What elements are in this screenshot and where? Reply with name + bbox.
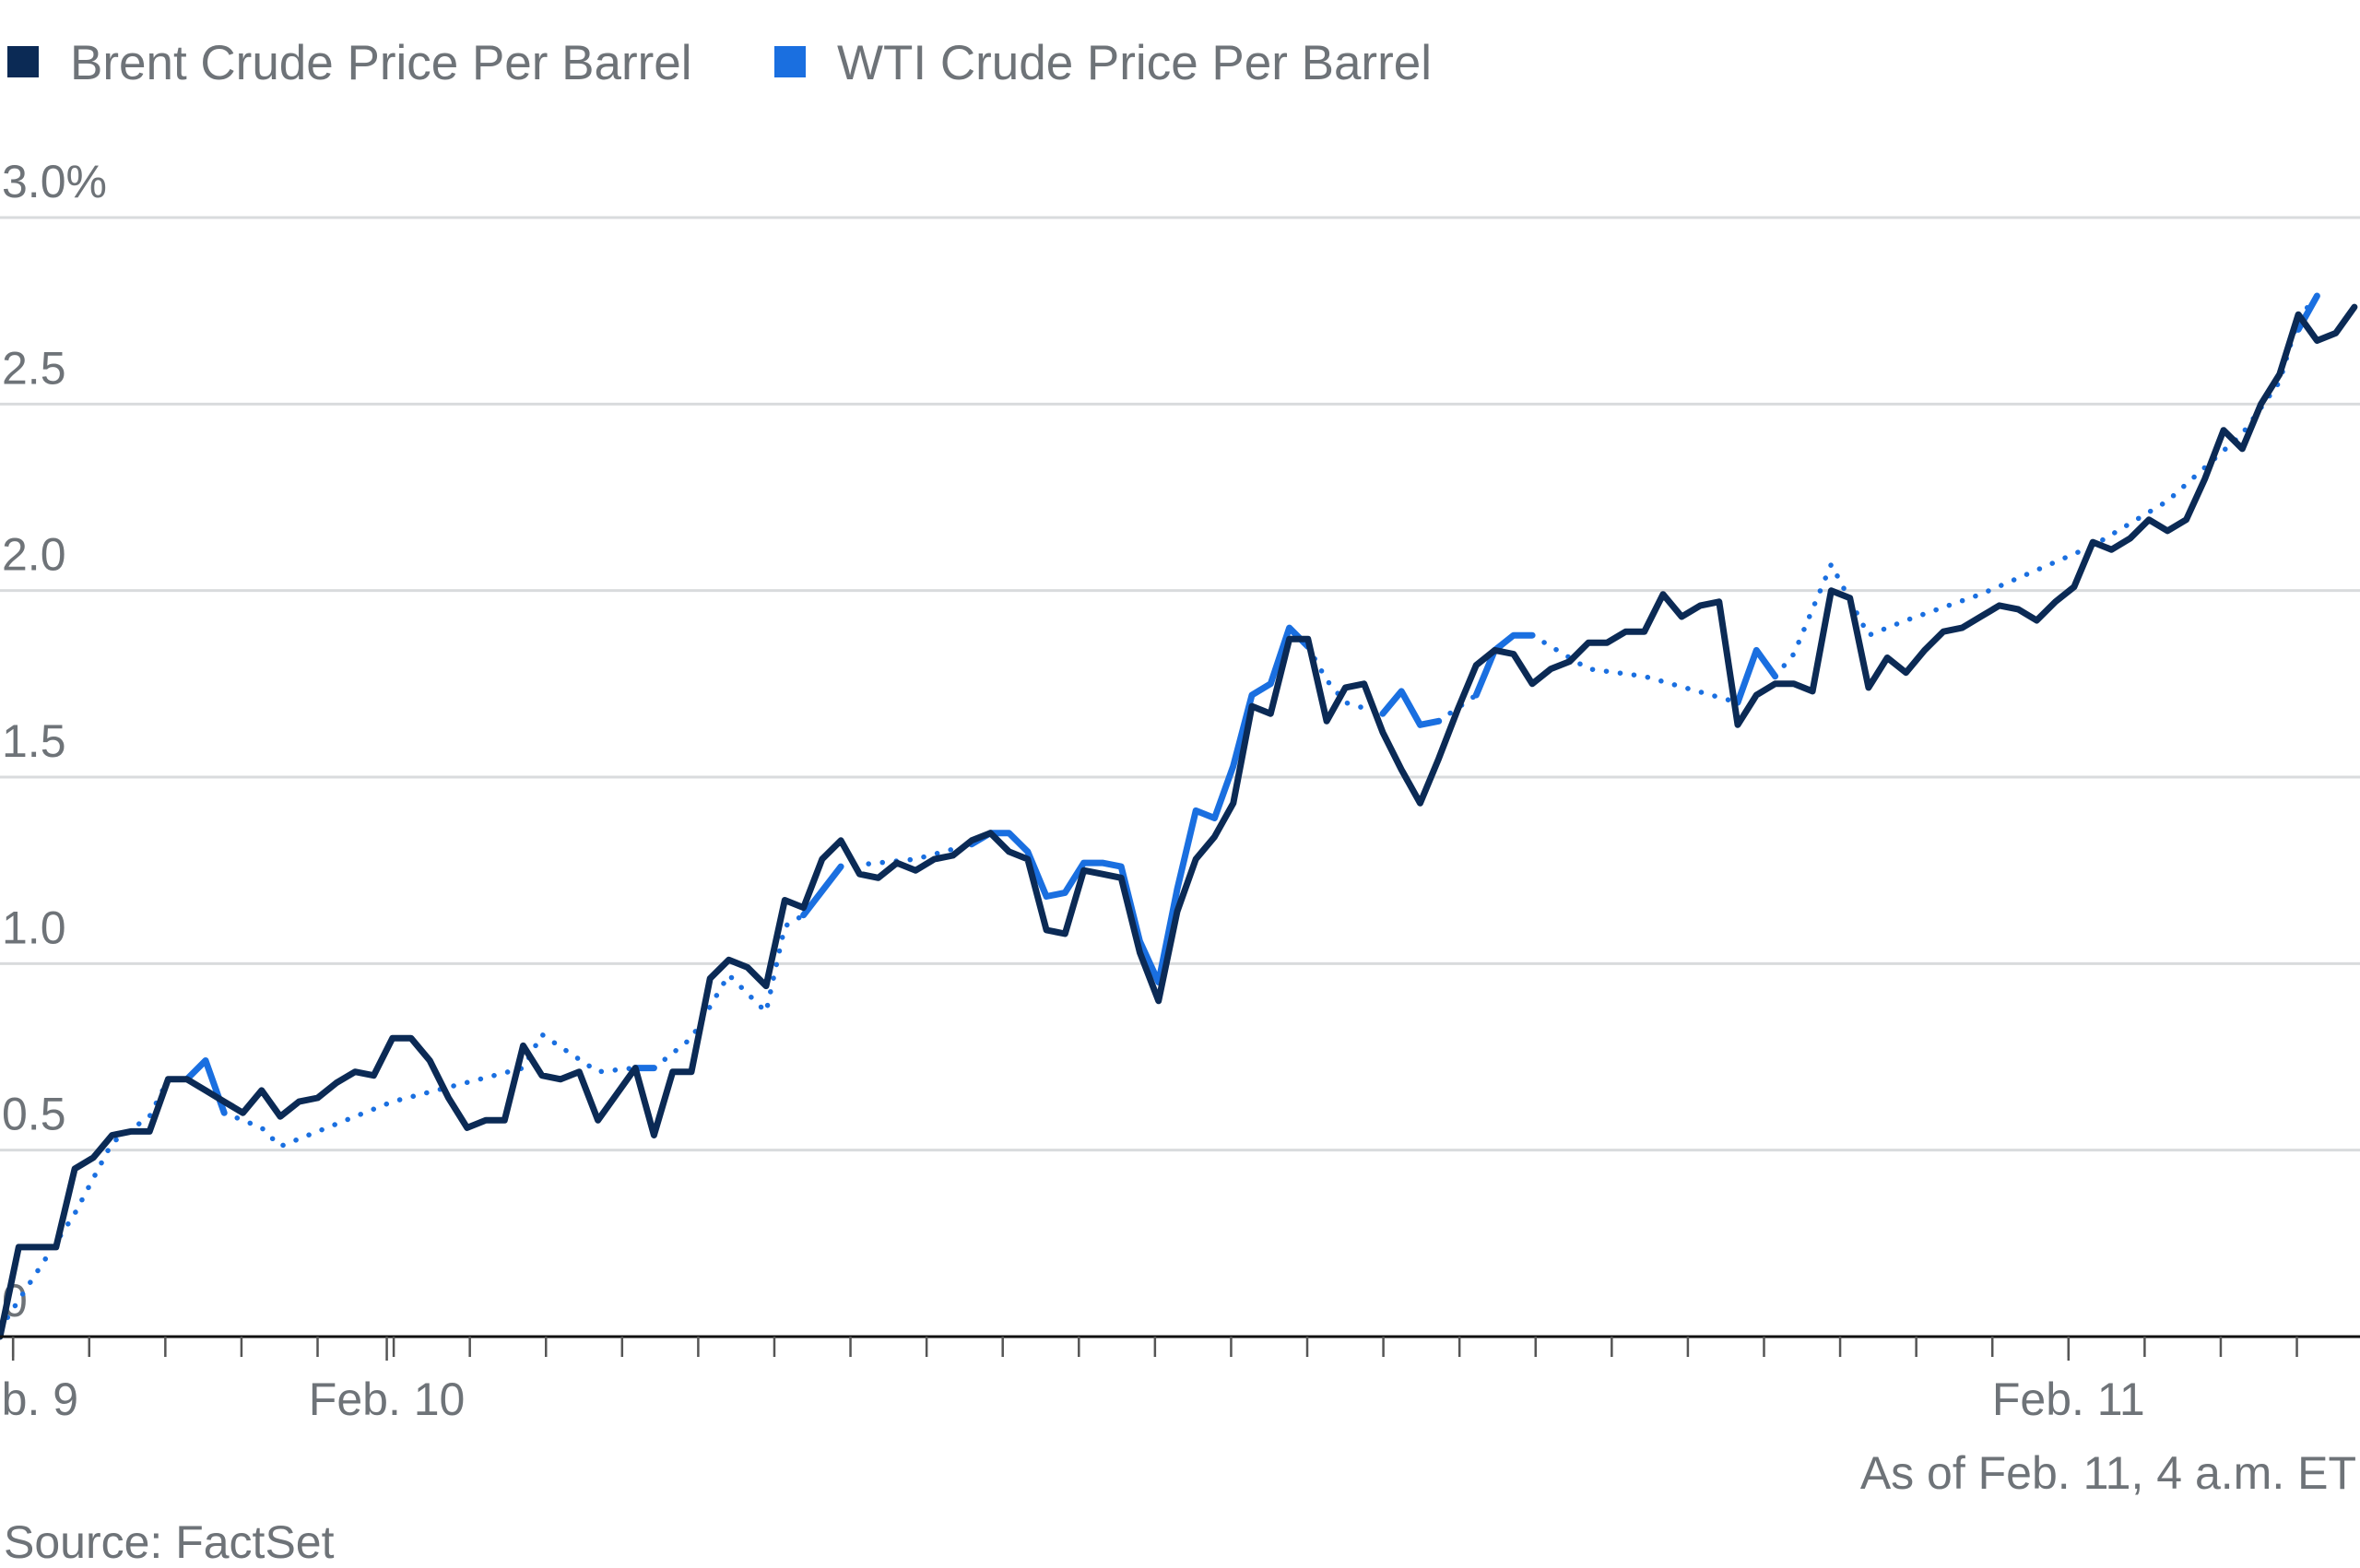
y-tick-label: 2.0 [2,529,66,581]
y-axis-tick-labels: 00.51.01.52.02.53.0% [2,156,107,1326]
x-tick-label: Feb. 11 [1992,1373,2145,1425]
wti-line-dotted [221,1032,638,1149]
legend-swatch-wti [774,46,806,77]
legend: Brent Crude Price Per Barrel WTI Crude P… [7,36,1432,90]
wti-line-dotted [1529,632,1740,705]
x-axis-tick-labels: Feb. 9 Feb. 10 Feb. 11 [0,1373,2145,1425]
x-axis-ticks [11,1337,2298,1361]
series-brent [0,303,2358,1340]
legend-label-wti: WTI Crude Price Per Barrel [837,36,1432,90]
x-tick-label: Feb. 10 [309,1373,466,1425]
wti-line-solid [968,624,1312,986]
wti-line-solid [1734,646,1779,706]
y-tick-label: 1.5 [2,715,66,767]
legend-swatch-brent [7,46,39,77]
y-tick-label: 1.0 [2,902,66,953]
wti-line-solid [800,863,844,919]
wti-line-dotted [651,912,807,1071]
series-wti [0,292,2320,1332]
timestamp-note: As of Feb. 11, 4 a.m. ET [1860,1447,2356,1499]
wti-line-solid [1472,631,1536,699]
source-note: Source: FactSet [4,1516,335,1568]
y-tick-label: 3.0% [2,156,107,207]
y-tick-label: 2.5 [2,342,66,394]
wti-line-solid [1379,688,1443,728]
brent-line [0,303,2358,1340]
gridlines [0,216,2360,1152]
x-tick-label: Feb. 9 [0,1373,78,1425]
wti-line-dotted [838,842,974,869]
y-tick-label: 0.5 [2,1089,66,1140]
legend-label-brent: Brent Crude Price Per Barrel [70,36,692,90]
